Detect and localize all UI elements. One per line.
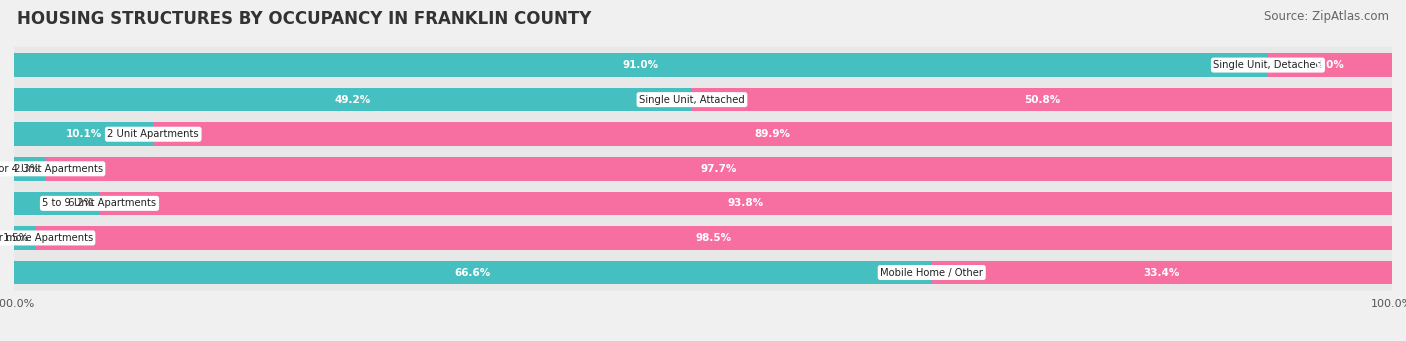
Bar: [14, 53, 1268, 77]
Text: Mobile Home / Other: Mobile Home / Other: [880, 268, 983, 278]
Text: 3 or 4 Unit Apartments: 3 or 4 Unit Apartments: [0, 164, 103, 174]
Bar: [100, 192, 1392, 215]
Text: 2 Unit Apartments: 2 Unit Apartments: [107, 129, 200, 139]
FancyBboxPatch shape: [14, 185, 1392, 222]
Bar: [14, 157, 46, 180]
Bar: [14, 226, 35, 250]
Text: 50.8%: 50.8%: [1024, 95, 1060, 105]
Text: Single Unit, Detached: Single Unit, Detached: [1213, 60, 1323, 70]
Bar: [14, 122, 153, 146]
Text: 93.8%: 93.8%: [728, 198, 763, 208]
Text: 89.9%: 89.9%: [755, 129, 790, 139]
Text: Single Unit, Attached: Single Unit, Attached: [640, 95, 745, 105]
Text: 10.1%: 10.1%: [66, 129, 101, 139]
Text: 10 or more Apartments: 10 or more Apartments: [0, 233, 93, 243]
Text: 1.5%: 1.5%: [3, 233, 30, 243]
Bar: [46, 157, 1392, 180]
Text: Source: ZipAtlas.com: Source: ZipAtlas.com: [1264, 10, 1389, 23]
Text: 49.2%: 49.2%: [335, 95, 371, 105]
Bar: [153, 122, 1392, 146]
Bar: [14, 261, 932, 284]
Bar: [692, 88, 1392, 112]
Bar: [35, 226, 1392, 250]
Text: 91.0%: 91.0%: [623, 60, 659, 70]
FancyBboxPatch shape: [14, 220, 1392, 256]
Text: 5 to 9 Unit Apartments: 5 to 9 Unit Apartments: [42, 198, 156, 208]
Bar: [14, 192, 100, 215]
Text: 98.5%: 98.5%: [696, 233, 731, 243]
FancyBboxPatch shape: [14, 254, 1392, 291]
Text: 97.7%: 97.7%: [700, 164, 737, 174]
Bar: [14, 88, 692, 112]
FancyBboxPatch shape: [14, 150, 1392, 187]
Text: 9.0%: 9.0%: [1316, 60, 1344, 70]
Text: HOUSING STRUCTURES BY OCCUPANCY IN FRANKLIN COUNTY: HOUSING STRUCTURES BY OCCUPANCY IN FRANK…: [17, 10, 592, 28]
Text: 66.6%: 66.6%: [454, 268, 491, 278]
Text: 33.4%: 33.4%: [1143, 268, 1180, 278]
FancyBboxPatch shape: [14, 116, 1392, 152]
Text: 6.2%: 6.2%: [67, 198, 94, 208]
Text: 2.3%: 2.3%: [14, 164, 41, 174]
Bar: [1268, 53, 1392, 77]
FancyBboxPatch shape: [14, 81, 1392, 118]
Bar: [932, 261, 1392, 284]
FancyBboxPatch shape: [14, 47, 1392, 84]
